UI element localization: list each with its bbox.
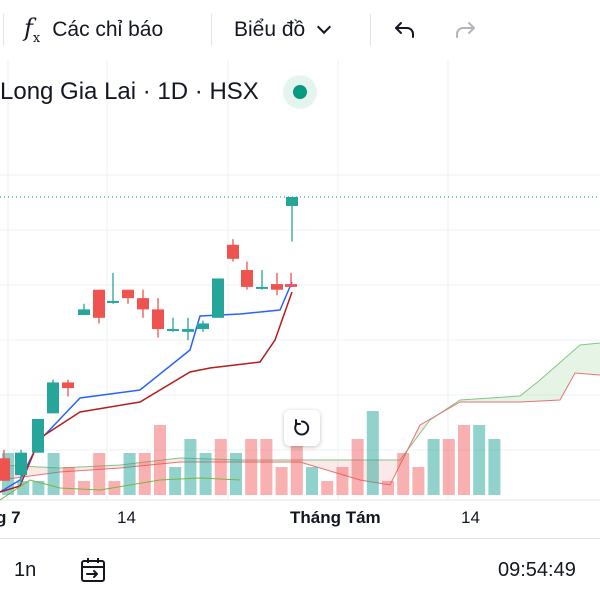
volume-bar	[306, 467, 318, 495]
candle-body	[107, 300, 119, 303]
candle-body	[197, 323, 209, 330]
x-axis-label: Tháng Tám	[290, 508, 381, 527]
candle-body	[93, 289, 105, 318]
bottom-bar: 1n 09:54:49	[0, 538, 600, 601]
indicators-label: Các chỉ báo	[52, 18, 164, 41]
market-status-dot	[292, 85, 307, 99]
candle-body	[167, 329, 179, 332]
reset-chart-button[interactable]	[284, 410, 320, 446]
top-toolbar: fx Các chỉ báo Biểu đồ	[0, 0, 600, 60]
redo-button[interactable]	[452, 0, 478, 60]
candle-body	[32, 418, 44, 453]
volume-bar	[473, 425, 486, 495]
x-axis-label: 14	[117, 508, 136, 527]
chart-title: Long Gia Lai · 1D · HSX	[0, 78, 259, 105]
clock-time: 09:54:49	[498, 559, 576, 581]
volume-bar	[321, 481, 334, 495]
volume-bar	[62, 467, 75, 495]
volume-bar	[32, 481, 45, 495]
candle-body	[78, 309, 90, 315]
volume-bar	[199, 453, 212, 495]
toolbar-separator	[211, 14, 212, 46]
interval-button[interactable]: 1n	[14, 559, 37, 581]
undo-button[interactable]	[392, 0, 418, 60]
x-axis-label: g 7	[0, 508, 21, 527]
redo-icon	[456, 22, 475, 38]
date-range-button[interactable]	[78, 555, 108, 590]
candle-body	[285, 284, 297, 287]
volume-bar	[93, 453, 106, 495]
volume-bar	[382, 481, 394, 495]
base-line	[0, 291, 293, 493]
candle-body	[212, 278, 224, 318]
volume-bar	[245, 439, 258, 495]
volume-bar	[336, 467, 349, 495]
volume-bar	[184, 439, 197, 495]
volume-bar	[397, 453, 410, 495]
candle-body	[182, 329, 194, 332]
date-range-icon	[81, 558, 105, 582]
undo-icon	[395, 22, 414, 38]
candle-body	[15, 452, 27, 476]
candle-body	[0, 458, 10, 481]
volume-bar	[123, 453, 136, 495]
volume-bar	[17, 481, 30, 495]
chart-canvas[interactable]	[0, 60, 600, 536]
volume-bar	[78, 481, 90, 495]
candle-body	[227, 244, 239, 259]
candle-body	[256, 286, 268, 289]
candle-body	[286, 197, 298, 206]
chart-type-button[interactable]: Biểu đồ	[234, 0, 332, 60]
toolbar-separator	[3, 14, 4, 46]
candle-body	[152, 309, 164, 330]
volume-bar	[488, 439, 501, 495]
volume-bar	[427, 439, 440, 495]
candle-body	[122, 289, 134, 299]
conversion-line	[0, 281, 293, 493]
candle-body	[137, 298, 149, 310]
reset-icon	[294, 419, 310, 436]
volume-bar	[169, 467, 182, 495]
volume-bar	[351, 439, 364, 495]
candle-body	[241, 270, 253, 287]
candle-body	[271, 284, 283, 290]
volume-bar	[154, 425, 166, 495]
fx-icon: fx	[24, 14, 41, 46]
x-axis-label: 14	[461, 508, 480, 527]
indicators-button[interactable]: fx Các chỉ báo	[24, 0, 163, 60]
volume-bar	[47, 453, 60, 495]
lagging-span	[0, 477, 241, 501]
candle-body	[62, 382, 74, 389]
volume-bar	[214, 439, 227, 495]
volume-bar	[458, 425, 470, 495]
volume-bar	[260, 439, 273, 495]
volume-bar	[412, 467, 425, 495]
chart-legend-row: Long Gia Lai · 1D · HSX	[0, 64, 317, 120]
chart-type-label: Biểu đồ	[234, 18, 306, 41]
volume-bar	[138, 453, 151, 495]
volume-bar	[290, 439, 303, 495]
volume-bar	[275, 467, 288, 495]
volume-bar	[230, 453, 242, 495]
chevron-down-icon	[317, 19, 332, 35]
volume-bar	[366, 411, 379, 495]
market-status[interactable]	[282, 75, 317, 109]
candle-body	[47, 382, 59, 414]
cloud-bullish	[420, 343, 600, 425]
toolbar-separator	[370, 14, 371, 46]
volume-bar	[442, 439, 455, 495]
